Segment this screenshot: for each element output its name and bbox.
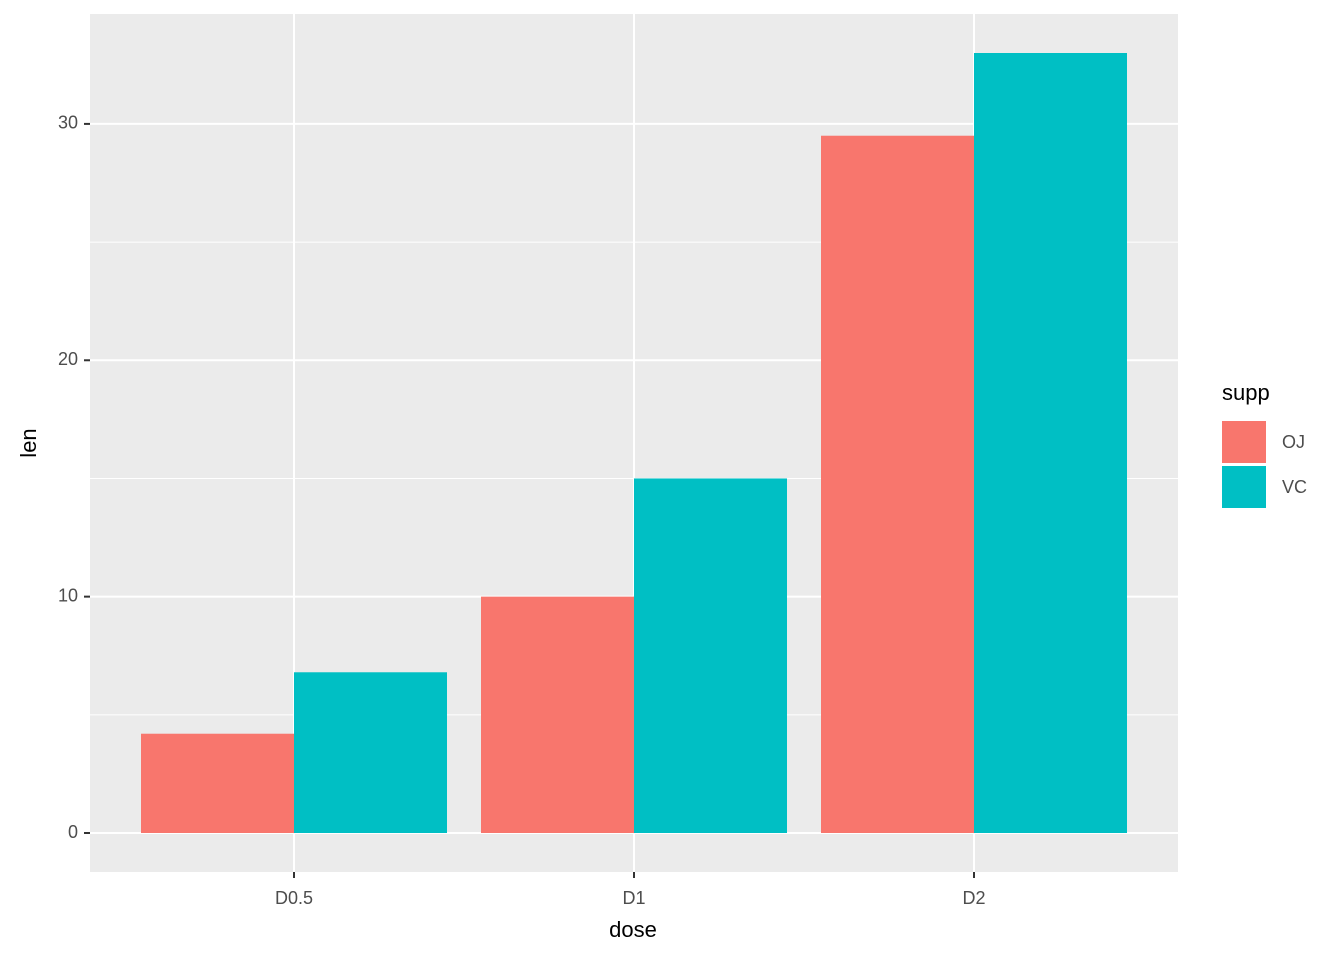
x-tick-label: D2: [962, 888, 985, 908]
x-tick-label: D0.5: [275, 888, 313, 908]
legend-key: [1222, 421, 1266, 463]
y-tick-label: 0: [68, 822, 78, 842]
y-tick-label: 20: [58, 349, 78, 369]
y-axis-title: len: [16, 428, 41, 457]
legend: OJ VC: [1222, 421, 1307, 508]
y-tick-label: 30: [58, 113, 78, 133]
bar: [481, 596, 634, 833]
legend-title: supp: [1222, 380, 1270, 405]
x-axis-title: dose: [609, 917, 657, 942]
bar: [141, 733, 294, 833]
bar: [821, 135, 974, 833]
axes: 0 10 20 30 D0.5 D1 D2: [58, 113, 986, 908]
y-tick-label: 10: [58, 585, 78, 605]
bar: [294, 672, 447, 833]
legend-key: [1222, 466, 1266, 508]
bars: [141, 53, 1127, 833]
bar: [974, 53, 1127, 833]
legend-label: OJ: [1282, 432, 1305, 452]
legend-label: VC: [1282, 477, 1307, 497]
bar: [634, 478, 787, 833]
x-tick-label: D1: [622, 888, 645, 908]
